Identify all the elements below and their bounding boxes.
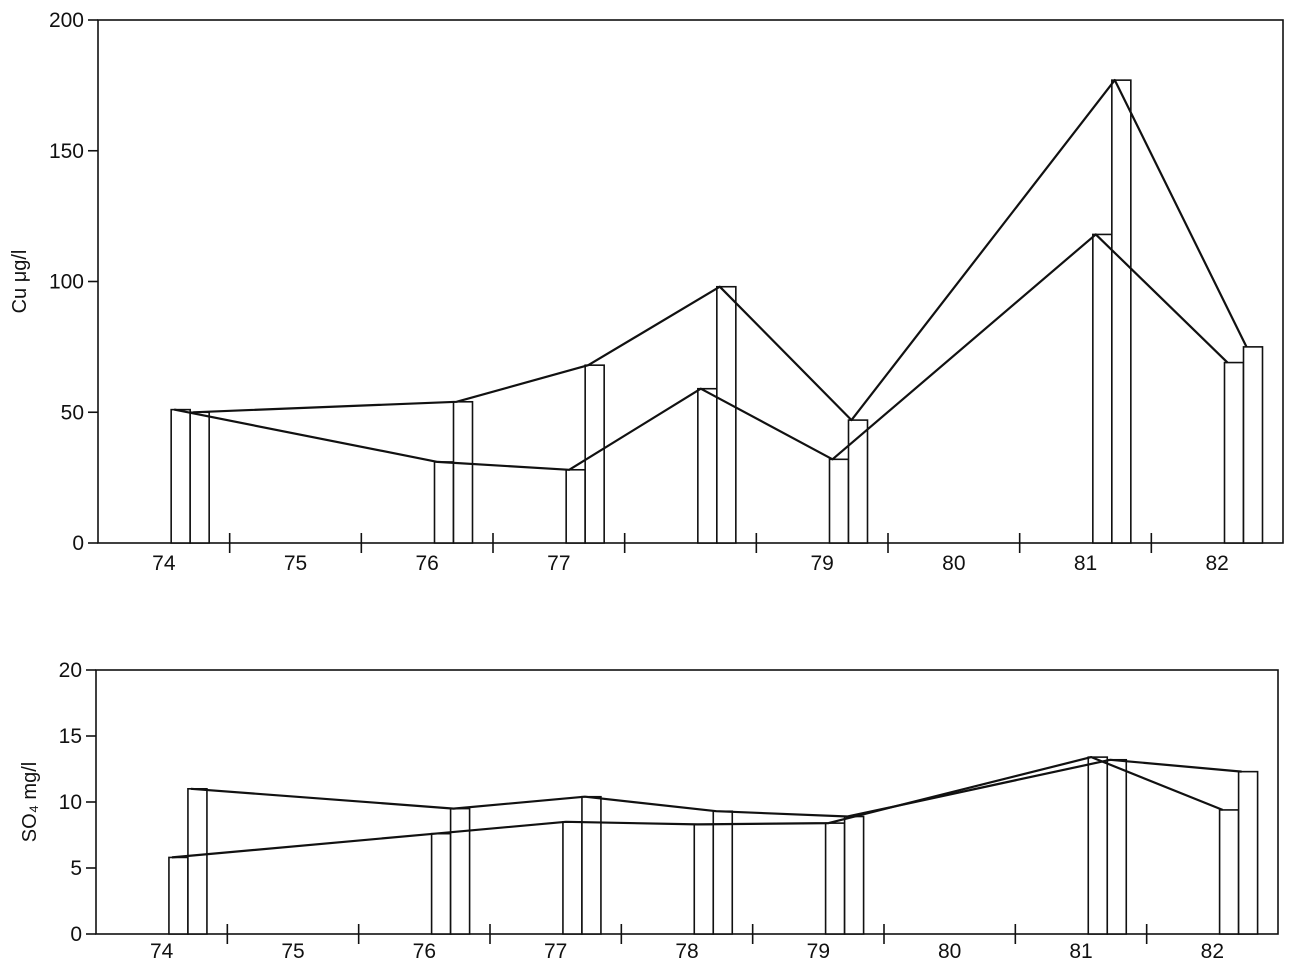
cu-bar-series1 (1092, 233, 1113, 544)
so4-bar-series2 (843, 815, 865, 935)
cu-bar-series1 (433, 461, 455, 544)
so4-bar-series1 (562, 820, 583, 935)
so4-bar-series1 (1218, 809, 1240, 935)
so4-y-tick-label: 0 (70, 923, 82, 946)
so4-series2-line (190, 758, 1242, 818)
cu-y-tick-label: 0 (72, 532, 84, 555)
cu-x-tick-label: 79 (810, 552, 833, 575)
cu-bar-series1 (697, 387, 718, 544)
cu-chart: 0 50 100 150 200 Cu μg/l 74 75 76 77 79 80 81 82 (9, 9, 1284, 575)
so4-bar-series2 (581, 795, 602, 935)
so4-y-tick-label: 10 (59, 791, 82, 814)
so4-x-tick-label: 78 (675, 940, 698, 963)
so4-chart: 0 5 10 15 20 SO₄ mg/l 74 75 76 77 78 79 80 81 82 (19, 659, 1279, 963)
cu-y-tick-label: 50 (61, 401, 84, 424)
cu-x-tick-label: 82 (1205, 552, 1228, 575)
so4-x-tick-label: 74 (150, 940, 174, 963)
cu-bar-series2 (452, 400, 474, 544)
so4-x-tick-label: 75 (281, 940, 304, 963)
cu-bar-series2 (189, 411, 210, 544)
cu-bar-series2 (716, 285, 737, 544)
so4-bar-series1 (693, 823, 715, 935)
cu-bar-series1 (1223, 361, 1245, 544)
so4-bar-series2 (1237, 770, 1259, 935)
cu-bar-series1 (828, 458, 850, 544)
cu-bar-series2 (1111, 79, 1132, 544)
so4-bar-series2 (449, 807, 471, 935)
cu-y-tick-label: 150 (49, 140, 84, 163)
so4-bar-series1 (430, 832, 452, 935)
so4-y-tick-label: 15 (59, 725, 82, 748)
so4-bar-series1 (1087, 756, 1109, 935)
cu-x-tick-label: 75 (284, 552, 307, 575)
cu-bar-series2 (847, 419, 869, 544)
so4-series1-line (171, 755, 1224, 859)
cu-bar-series1 (170, 408, 191, 544)
cu-y-axis-label: Cu μg/l (9, 250, 31, 314)
so4-bar-series2 (1106, 758, 1128, 935)
so4-x-tick-label: 80 (938, 940, 961, 963)
cu-bar-series2 (1242, 346, 1264, 544)
cu-x-tick-label: 81 (1074, 552, 1097, 575)
so4-y-axis-label: SO₄ mg/l (19, 762, 41, 842)
cu-x-tick-label: 77 (547, 552, 570, 575)
so4-bar-series1 (168, 856, 189, 935)
cu-bar-series1 (565, 468, 586, 544)
so4-bar-series1 (824, 822, 846, 935)
cu-x-tick-label: 76 (415, 552, 438, 575)
cu-x-tick-label: 80 (942, 552, 965, 575)
so4-x-tick-label: 77 (544, 940, 567, 963)
so4-x-tick-label: 76 (413, 940, 436, 963)
so4-bar-series2 (712, 810, 734, 935)
so4-x-tick-label: 79 (807, 940, 830, 963)
so4-y-tick-label: 20 (59, 659, 82, 682)
so4-y-tick-label: 5 (70, 857, 82, 880)
so4-bar-series2 (187, 787, 208, 935)
cu-x-tick-label: 74 (152, 552, 176, 575)
so4-x-tick-label: 81 (1069, 940, 1092, 963)
cu-y-tick-label: 100 (49, 271, 84, 294)
cu-series2-line (193, 78, 1248, 422)
cu-series1-line (173, 233, 1229, 471)
so4-x-tick-label: 82 (1201, 940, 1224, 963)
cu-y-tick-label: 200 (49, 9, 84, 32)
